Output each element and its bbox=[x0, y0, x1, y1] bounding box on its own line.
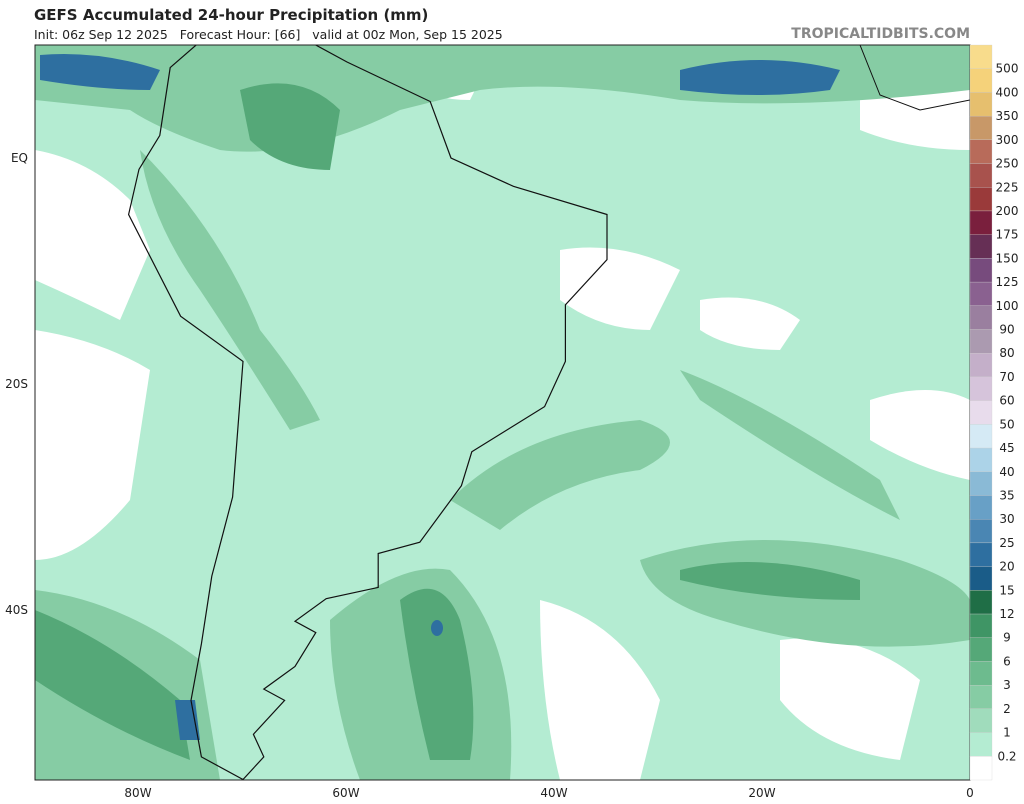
lat-label: EQ bbox=[11, 151, 28, 165]
colorbar-label: 1 bbox=[1003, 726, 1011, 740]
colorbar-box bbox=[969, 44, 993, 69]
colorbar-box bbox=[969, 234, 993, 259]
lon-label: 0 bbox=[966, 786, 974, 800]
colorbar-box bbox=[969, 661, 993, 686]
colorbar-label: 80 bbox=[999, 346, 1014, 360]
colorbar-label: 25 bbox=[999, 536, 1014, 550]
colorbar-label: 20 bbox=[999, 560, 1014, 574]
colorbar-label: 200 bbox=[996, 204, 1019, 218]
colorbar-label: 45 bbox=[999, 441, 1014, 455]
colorbar-label: 3 bbox=[1003, 678, 1011, 692]
colorbar-box bbox=[969, 495, 993, 520]
colorbar-box bbox=[969, 637, 993, 662]
colorbar-box bbox=[969, 329, 993, 354]
colorbar-label: 175 bbox=[996, 228, 1019, 242]
title: GEFS Accumulated 24-hour Precipitation (… bbox=[34, 6, 428, 24]
colorbar-label: 250 bbox=[996, 157, 1019, 171]
colorbar-box bbox=[969, 258, 993, 283]
colorbar-label: 350 bbox=[996, 109, 1019, 123]
colorbar-box bbox=[969, 187, 993, 212]
colorbar-label: 6 bbox=[1003, 654, 1011, 668]
colorbar-label: 40 bbox=[999, 465, 1014, 479]
colorbar-label: 60 bbox=[999, 394, 1014, 408]
colorbar-box bbox=[969, 519, 993, 544]
lon-label: 20W bbox=[748, 786, 775, 800]
map bbox=[35, 45, 970, 780]
colorbar-box bbox=[969, 92, 993, 117]
colorbar-box bbox=[969, 115, 993, 140]
colorbar-label: 300 bbox=[996, 133, 1019, 147]
colorbar-box bbox=[969, 447, 993, 472]
lon-label: 40W bbox=[540, 786, 567, 800]
colorbar-box bbox=[969, 613, 993, 638]
colorbar-box bbox=[969, 281, 993, 306]
colorbar-label: 400 bbox=[996, 85, 1019, 99]
colorbar-label: 50 bbox=[999, 417, 1014, 431]
colorbar-label: 225 bbox=[996, 180, 1019, 194]
lat-label: 20S bbox=[5, 377, 28, 391]
colorbar-label: 100 bbox=[996, 299, 1019, 313]
brand: TROPICALTIDBITS.COM bbox=[791, 26, 970, 42]
colorbar-box bbox=[969, 685, 993, 710]
colorbar-label: 500 bbox=[996, 62, 1019, 76]
colorbar-box bbox=[969, 424, 993, 449]
subtitle: Init: 06z Sep 12 2025 Forecast Hour: [66… bbox=[34, 27, 503, 42]
colorbar-label: 15 bbox=[999, 583, 1014, 597]
colorbar-label: 70 bbox=[999, 370, 1014, 384]
colorbar-box bbox=[969, 732, 993, 757]
colorbar-box bbox=[969, 590, 993, 615]
colorbar-box bbox=[969, 305, 993, 330]
colorbar-label: 0.2 bbox=[997, 749, 1016, 763]
colorbar-box bbox=[969, 566, 993, 591]
colorbar-box bbox=[969, 68, 993, 93]
lon-label: 80W bbox=[124, 786, 151, 800]
colorbar-label: 125 bbox=[996, 275, 1019, 289]
colorbar-box bbox=[969, 210, 993, 235]
colorbar-label: 2 bbox=[1003, 702, 1011, 716]
colorbar-label: 35 bbox=[999, 488, 1014, 502]
colorbar-box bbox=[969, 376, 993, 401]
colorbar-box bbox=[969, 542, 993, 567]
colorbar-box bbox=[969, 471, 993, 496]
colorbar: 5004003503002502252001751501251009080706… bbox=[969, 44, 1019, 781]
lat-label: 40S bbox=[5, 603, 28, 617]
lon-label: 60W bbox=[332, 786, 359, 800]
colorbar-box bbox=[969, 400, 993, 425]
colorbar-box bbox=[969, 756, 993, 781]
colorbar-box bbox=[969, 139, 993, 164]
colorbar-label: 30 bbox=[999, 512, 1014, 526]
colorbar-label: 150 bbox=[996, 251, 1019, 265]
colorbar-label: 90 bbox=[999, 323, 1014, 337]
colorbar-label: 12 bbox=[999, 607, 1014, 621]
colorbar-box bbox=[969, 708, 993, 733]
colorbar-box bbox=[969, 163, 993, 188]
colorbar-label: 9 bbox=[1003, 631, 1011, 645]
colorbar-box bbox=[969, 353, 993, 378]
